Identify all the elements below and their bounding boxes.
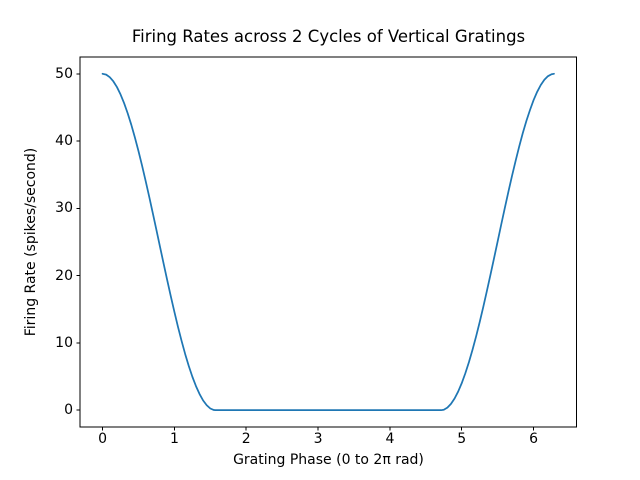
y-tick-label: 50 [55, 65, 73, 82]
y-tick-label: 0 [64, 402, 73, 419]
x-tick-label: 3 [313, 431, 323, 447]
x-tick-label: 2 [241, 431, 251, 447]
x-tick-label: 0 [98, 431, 108, 447]
x-axis-label: Grating Phase (0 to 2π rad) [233, 452, 424, 468]
y-tick-label: 20 [55, 267, 73, 284]
series-line-firing-rate [101, 72, 555, 412]
y-axis-label: Firing Rate (spikes/second) [23, 147, 39, 337]
y-tick-label: 30 [55, 200, 73, 217]
x-tick-label: 6 [529, 431, 539, 447]
x-tick-label: 1 [169, 431, 179, 447]
chart-title: Firing Rates across 2 Cycles of Vertical… [131, 27, 526, 46]
x-tick-label: 4 [385, 431, 395, 447]
axes-spines [79, 56, 577, 428]
x-tick-label: 5 [457, 431, 467, 447]
y-tick-label: 10 [55, 334, 73, 351]
y-tick-label: 40 [55, 133, 73, 150]
